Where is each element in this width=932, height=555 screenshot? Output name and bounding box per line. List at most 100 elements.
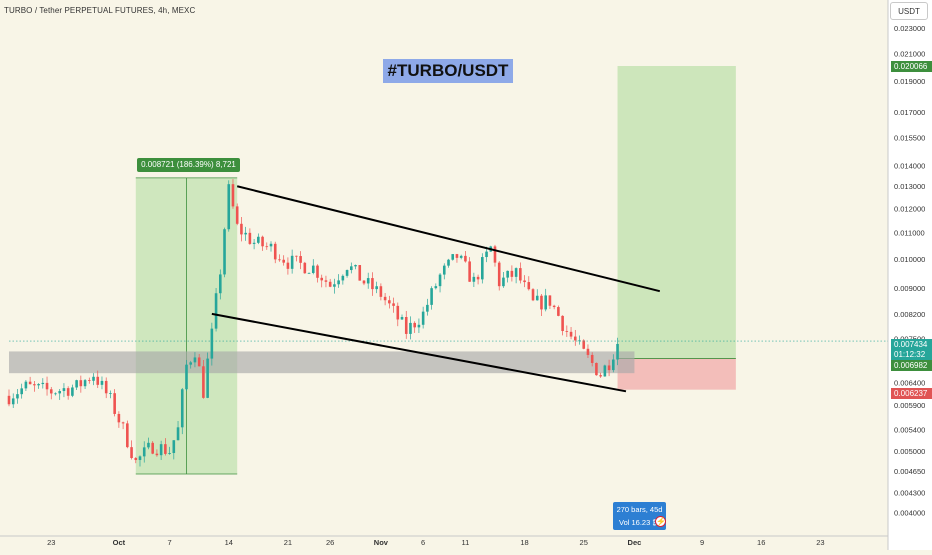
candle-body (506, 270, 509, 278)
candle-body (87, 380, 91, 381)
candle-body (502, 277, 505, 287)
candle-body (341, 275, 345, 281)
candle-body (257, 236, 260, 243)
symbol-title: TURBO / Tether PERPETUAL FUTURES, 4h, ME… (4, 6, 196, 15)
candle-body (193, 357, 197, 363)
candle-body (362, 280, 366, 284)
candle-body (586, 348, 590, 355)
y-tick-label: 0.004650 (894, 467, 925, 476)
candle-body (92, 376, 95, 381)
x-tick-label: 11 (462, 538, 470, 547)
candle-body (282, 259, 285, 263)
candle-body (426, 304, 429, 312)
candle-body (11, 398, 15, 405)
candle-body (151, 442, 154, 454)
candle-body (295, 255, 298, 257)
candle-body (130, 447, 133, 459)
candle-body (544, 295, 547, 310)
lightning-icon[interactable]: ⚡ (655, 516, 666, 527)
y-tick-label: 0.008200 (894, 310, 925, 319)
bars-count: 270 bars, 45d (616, 505, 663, 514)
candle-body (168, 453, 171, 454)
x-tick-label: 7 (168, 538, 172, 547)
candle-body (176, 427, 180, 441)
y-tick-label: 0.009000 (894, 284, 925, 293)
candle-body (430, 288, 433, 305)
x-tick-label: Nov (374, 538, 389, 547)
candles (7, 179, 888, 467)
candle-body (286, 262, 290, 269)
candle-body (223, 229, 226, 275)
candle-body (197, 357, 201, 367)
candle-body (599, 375, 602, 377)
candle-body (142, 447, 146, 457)
candle-body (104, 380, 108, 394)
candle-body (159, 444, 163, 456)
candle-body (121, 422, 125, 424)
x-tick-label: 18 (520, 538, 528, 547)
candle-body (96, 376, 100, 385)
countdown-tag: 01:12:32 (891, 349, 932, 360)
candle-body (240, 223, 243, 235)
currency-selector[interactable]: USDT (890, 2, 928, 20)
candle-body (138, 456, 142, 461)
current-price-tag: 0.007434 (891, 339, 932, 350)
y-axis-ticks: 0.023000 0.021000 0.019000 0.017000 0.015500… (894, 24, 925, 518)
candle-body (383, 296, 387, 301)
candle-body (595, 362, 598, 376)
candle-body (185, 364, 188, 390)
candle-body (561, 315, 564, 332)
candle-body (324, 280, 328, 282)
candle-body (328, 281, 332, 287)
candle-body (417, 324, 421, 328)
candle-body (485, 251, 488, 258)
y-tick-label: 0.011000 (894, 229, 925, 238)
candle-body (117, 413, 121, 423)
candle-body (248, 232, 252, 244)
y-tick-label: 0.017000 (894, 108, 925, 117)
candle-body (616, 343, 619, 360)
target-zone (617, 66, 736, 359)
y-tick-label: 0.014000 (894, 162, 925, 171)
x-tick-label: Oct (113, 538, 126, 547)
candle-body (45, 382, 49, 390)
candle-body (350, 266, 353, 271)
stop-price-tag: 0.006237 (891, 388, 932, 399)
candle-body (337, 280, 340, 285)
candle-body (218, 274, 222, 294)
candle-body (438, 274, 442, 287)
candle-body (210, 328, 214, 359)
candle-body (527, 282, 531, 290)
volume-info: Vol 16.23 ₿ (619, 518, 658, 527)
candle-body (421, 311, 425, 325)
candle-body (20, 388, 23, 395)
y-tick-label: 0.015500 (894, 134, 925, 143)
candle-body (54, 393, 57, 395)
candle-body (400, 317, 404, 320)
x-axis-ticks: 23 Oct 7 14 21 26 Nov 6 11 18 25 Dec 9 16 23 (47, 538, 824, 547)
candle-body (582, 340, 586, 349)
hashtag-label: #TURBO/USDT (383, 59, 513, 83)
stop-zone (617, 358, 736, 390)
candle-body (333, 284, 336, 287)
candle-body (569, 331, 573, 337)
candle-body (459, 255, 463, 258)
entry-price-tag: 0.006982 (891, 360, 932, 371)
candle-body (607, 365, 611, 371)
candle-body (189, 362, 193, 365)
candle-body (83, 380, 87, 387)
candle-body (66, 388, 70, 396)
candle-body (265, 246, 269, 248)
y-tick-label: 0.006400 (894, 379, 925, 388)
candle-body (100, 380, 104, 385)
candle-body (379, 286, 383, 297)
candle-body (303, 262, 307, 274)
y-tick-label: 0.004300 (894, 489, 925, 498)
x-tick-label: 9 (700, 538, 704, 547)
candle-body (79, 380, 83, 387)
candle-body (354, 265, 357, 267)
y-tick-label: 0.023000 (894, 24, 925, 33)
candle-body (16, 394, 19, 399)
candle-body (244, 232, 247, 235)
candle-body (514, 268, 518, 277)
